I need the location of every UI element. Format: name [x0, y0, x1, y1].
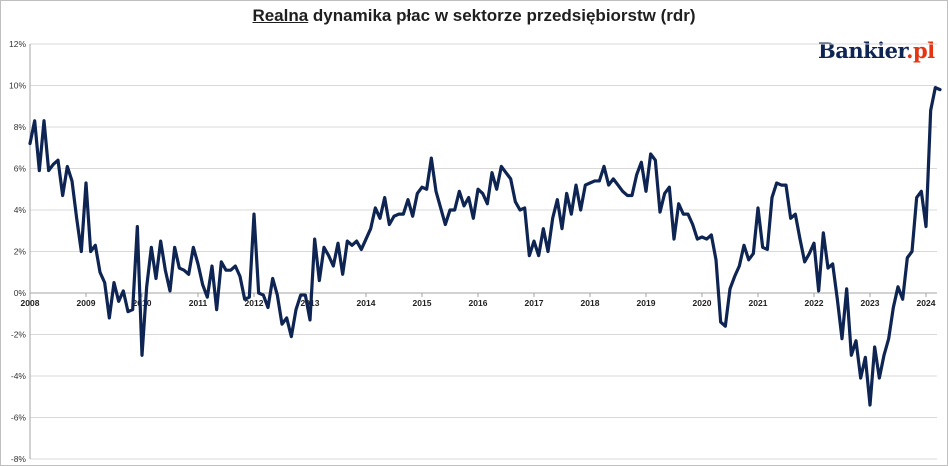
- x-tick-label: 2010: [133, 298, 152, 308]
- chart-title: Realna dynamika płac w sektorze przedsię…: [0, 6, 948, 26]
- brand-suffix: .pl: [906, 38, 935, 63]
- chart-title-emphasis: Realna: [252, 6, 309, 25]
- x-tick-label: 2018: [581, 298, 600, 308]
- x-axis-labels: 2008 2009 2010 2011 2012 2013 2014 2015 2016 2017…: [21, 298, 936, 308]
- chart-title-rest: dynamika płac w sektorze przedsiębiorstw…: [308, 6, 696, 25]
- y-axis-labels: -8% -6% -4% -2% 0% 2% 4% 6% 8% 10% 12%: [9, 39, 26, 464]
- x-tick-label: 2019: [637, 298, 656, 308]
- y-tick-label: 0%: [14, 288, 27, 298]
- x-tick-label: 2017: [525, 298, 544, 308]
- y-tick-label: 10%: [9, 81, 26, 91]
- y-tick-label: 6%: [14, 164, 27, 174]
- x-tick-label: 2012: [245, 298, 264, 308]
- y-tick-label: -2%: [11, 330, 27, 340]
- axes: [29, 44, 937, 459]
- x-tick-label: 2016: [469, 298, 488, 308]
- y-tick-label: 4%: [14, 205, 27, 215]
- x-tick-label: 2024: [917, 298, 936, 308]
- x-tick-label: 2009: [77, 298, 96, 308]
- x-tick-label: 2015: [413, 298, 432, 308]
- x-tick-label: 2023: [861, 298, 880, 308]
- x-tick-label: 2022: [805, 298, 824, 308]
- y-tick-label: -4%: [11, 371, 27, 381]
- y-tick-label: 2%: [14, 247, 27, 257]
- y-tick-label: 8%: [14, 122, 27, 132]
- y-tick-label: 12%: [9, 39, 26, 49]
- brand-name: Bankier: [818, 38, 907, 63]
- bankier-logo: Bankier.pl: [818, 38, 935, 63]
- y-tick-label: -6%: [11, 413, 27, 423]
- x-tick-label: 2014: [357, 298, 376, 308]
- y-tick-label: -8%: [11, 454, 27, 464]
- x-tick-label: 2011: [189, 298, 208, 308]
- x-tick-label: 2008: [21, 298, 40, 308]
- x-tick-label: 2020: [693, 298, 712, 308]
- series-layer: [28, 85, 942, 407]
- x-tick-label: 2021: [749, 298, 768, 308]
- series-line: [28, 85, 942, 407]
